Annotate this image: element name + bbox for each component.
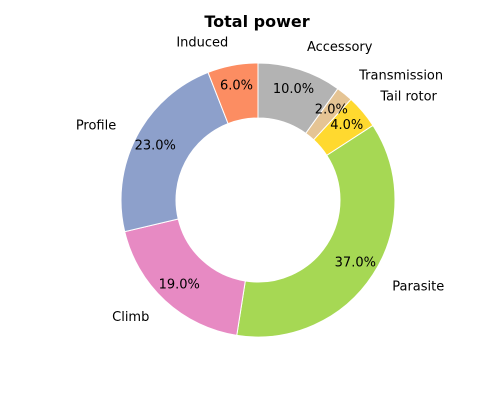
pct-label-profile: 23.0% bbox=[135, 139, 176, 154]
labels-group: 10.0% Accessory 2.0% Transmission 4.0% Tail r… bbox=[76, 35, 444, 325]
pct-label-transmission: 2.0% bbox=[315, 103, 348, 118]
pct-label-tail-rotor: 4.0% bbox=[330, 118, 363, 133]
pct-label-parasite: 37.0% bbox=[335, 256, 376, 271]
category-label-induced: Induced bbox=[176, 35, 228, 50]
category-label-profile: Profile bbox=[76, 118, 116, 133]
pct-label-induced: 6.0% bbox=[220, 79, 253, 94]
category-label-climb: Climb bbox=[112, 310, 149, 325]
slice-profile bbox=[120, 71, 229, 233]
category-label-transmission: Transmission bbox=[358, 69, 443, 84]
category-label-parasite: Parasite bbox=[392, 280, 444, 295]
slice-parasite bbox=[236, 124, 396, 338]
slice-induced bbox=[207, 62, 259, 125]
category-label-accessory: Accessory bbox=[307, 40, 373, 55]
pct-label-accessory: 10.0% bbox=[273, 82, 314, 97]
slices-group bbox=[120, 62, 396, 338]
chart-title: Total power bbox=[204, 12, 309, 31]
pct-label-climb: 19.0% bbox=[159, 278, 200, 293]
category-label-tail-rotor: Tail rotor bbox=[379, 89, 437, 104]
